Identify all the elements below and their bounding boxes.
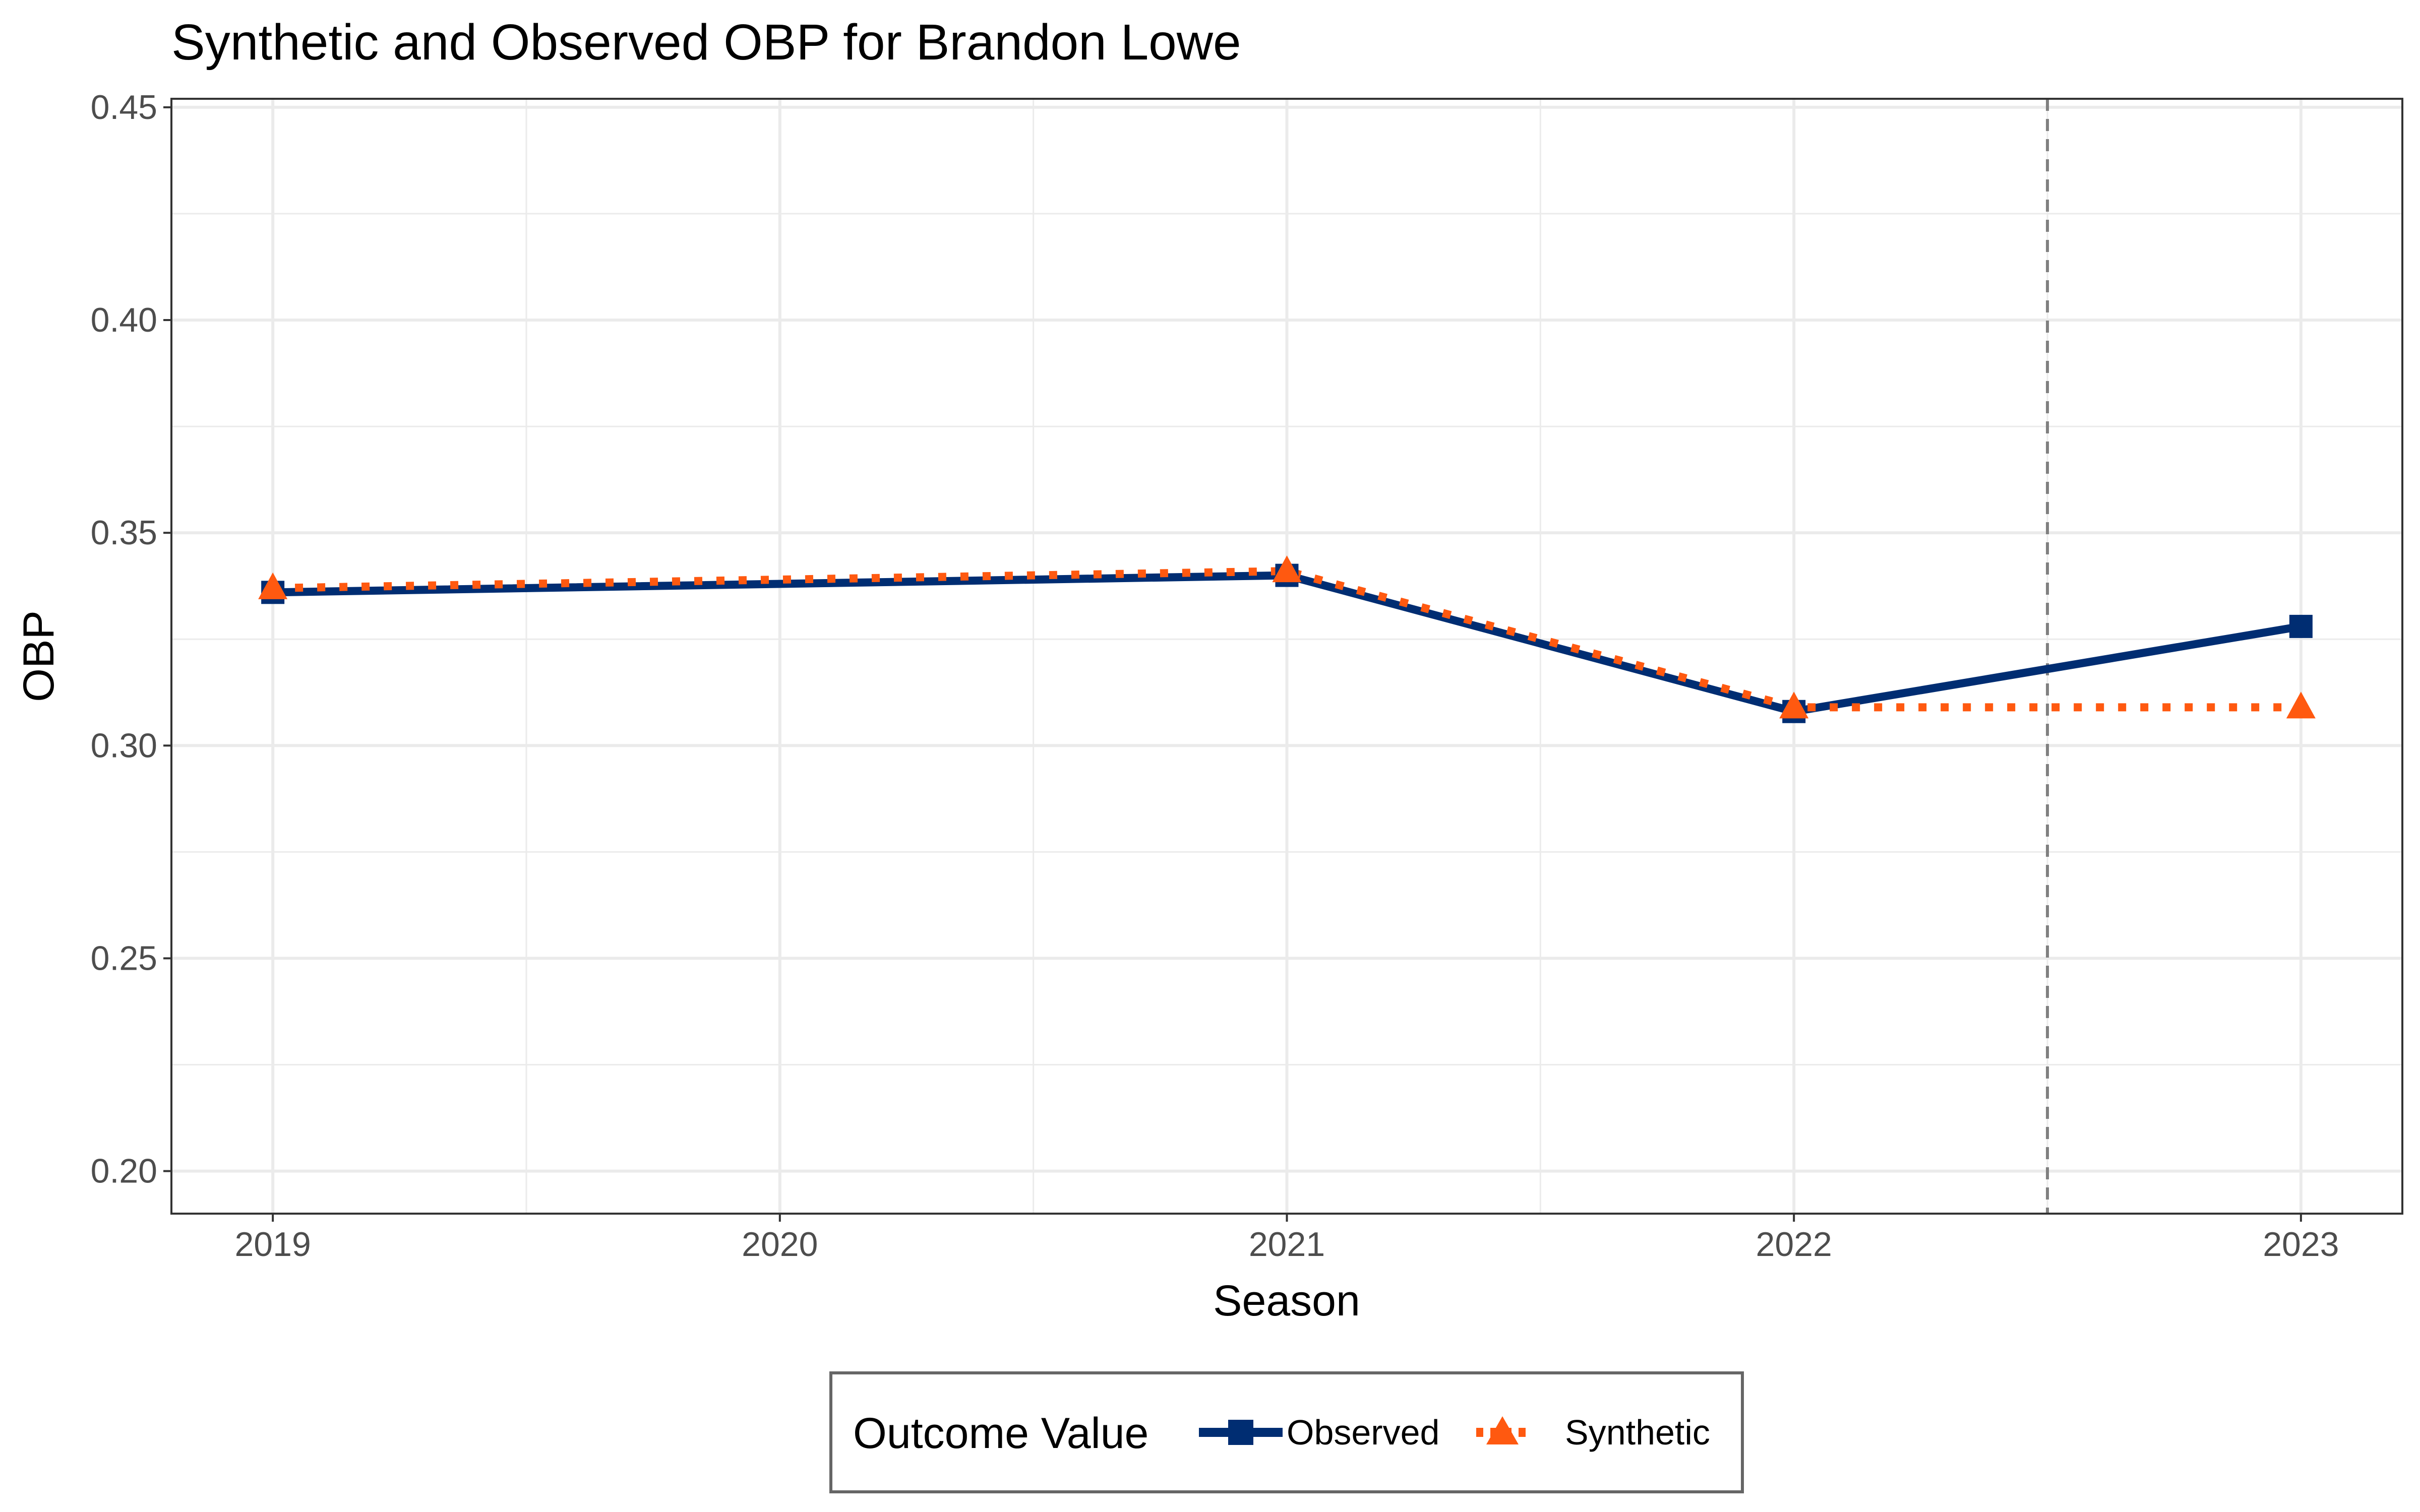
data-point-synthetic: [2286, 691, 2316, 719]
y-tick-label: 0.35: [91, 514, 157, 552]
series-line-observed: [273, 571, 2302, 716]
legend-synthetic-triangle-marker: [1486, 1416, 1519, 1444]
x-axis: 2019 2020 2021 2022 2023: [234, 1214, 2339, 1264]
x-axis-title: Season: [1213, 1277, 1360, 1325]
y-tick-label: 0.20: [91, 1152, 157, 1190]
legend-box: [829, 1371, 1744, 1493]
series-layer: [258, 555, 2316, 723]
data-point-observed: [2289, 614, 2313, 638]
x-tick-label: 2021: [1249, 1225, 1325, 1264]
legend-item-observed: Observed: [1199, 1413, 1439, 1452]
legend-synthetic-label: Synthetic: [1565, 1413, 1710, 1452]
y-axis: 0.20 0.25 0.30 0.35 0.40 0.45: [91, 88, 171, 1190]
data-point-synthetic: [258, 572, 288, 599]
legend-observed-square-marker: [1228, 1420, 1253, 1445]
data-point-synthetic: [1272, 555, 1302, 583]
major-gridlines: [171, 99, 2402, 1214]
data-point-synthetic: [1779, 691, 1809, 719]
x-tick-label: 2023: [2263, 1225, 2339, 1264]
y-tick-label: 0.40: [91, 301, 157, 339]
y-axis-title: OBP: [15, 610, 63, 702]
x-tick-label: 2022: [1756, 1225, 1832, 1264]
legend: Outcome Value Observed Synthetic: [829, 1371, 1744, 1493]
y-tick-label: 0.45: [91, 88, 157, 127]
x-tick-label: 2020: [742, 1225, 818, 1264]
y-tick-label: 0.30: [91, 726, 157, 765]
x-tick-label: 2019: [234, 1225, 311, 1264]
legend-observed-label: Observed: [1287, 1413, 1439, 1452]
legend-item-synthetic: Synthetic: [1476, 1413, 1710, 1452]
chart-title: Synthetic and Observed OBP for Brandon L…: [171, 14, 1241, 71]
y-tick-label: 0.25: [91, 939, 157, 977]
legend-title: Outcome Value: [853, 1409, 1148, 1458]
